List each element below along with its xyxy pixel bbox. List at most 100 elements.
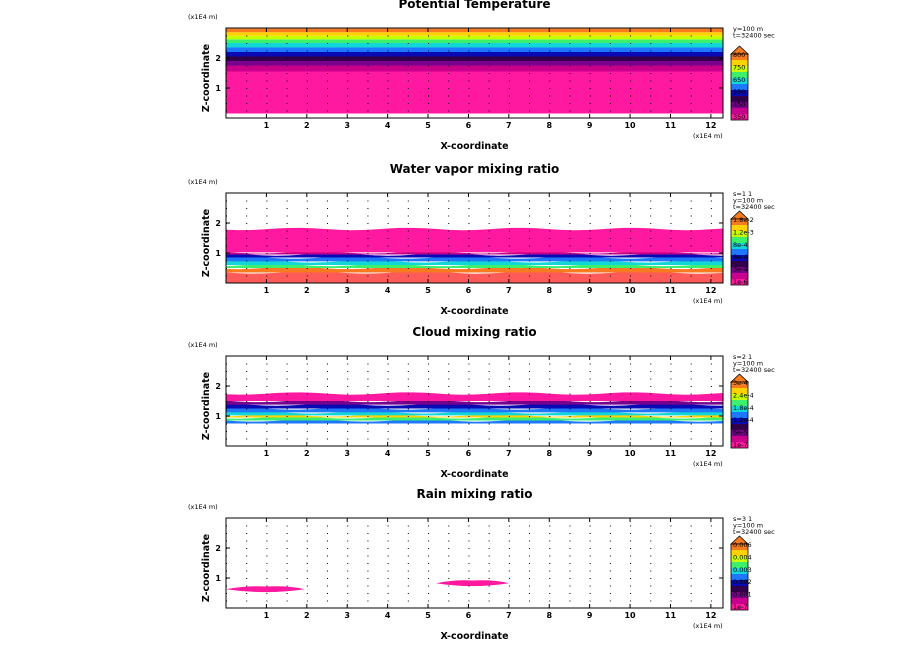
grid-dot [407,35,409,37]
grid-dot [650,238,652,239]
grid-dot [327,260,329,262]
grid-dot [630,65,632,67]
grid-dot [508,103,510,104]
grid-dot [549,260,551,262]
colorbar-swatch [731,550,748,556]
contour-patch [436,580,509,587]
grid-dot [246,578,248,579]
grid-dot [670,585,672,587]
x-tick-label: 3 [344,449,350,458]
grid-dot [347,35,349,37]
grid-dot [589,268,591,269]
grid-dot [266,245,268,247]
grid-dot [367,416,369,417]
grid-dot [690,600,692,602]
grid-dot [448,268,450,269]
grid-dot [266,570,268,572]
grid-dot [327,58,329,59]
grid-dot [306,386,308,387]
grid-dot [327,110,329,112]
x-tick-label: 9 [587,611,593,620]
grid-dot [630,50,632,52]
grid-dot [650,43,652,44]
grid-dot [387,73,389,74]
grid-dot [407,563,409,564]
grid-dot [387,253,389,254]
grid-dot [327,540,329,542]
x-tick-label: 10 [624,611,636,620]
grid-dot [387,533,389,534]
grid-dot [690,43,692,44]
grid-dot [650,393,652,395]
grid-dot [347,525,349,527]
grid-dot [468,386,470,387]
grid-dot [589,43,591,44]
grid-dot [650,73,652,74]
grid-dot [468,223,470,224]
grid-dot [690,245,692,247]
grid-dot [690,563,692,564]
grid-dot [347,423,349,425]
grid-dot [569,103,571,104]
info-text: y=100 m [733,360,763,368]
grid-dot [589,230,591,232]
grid-dot [266,110,268,112]
grid-dot [609,43,611,44]
grid-dot [710,570,712,572]
grid-dot [407,80,409,82]
grid-dot [569,416,571,417]
grid-dot [266,73,268,74]
grid-dot [488,386,490,387]
grid-dot [549,401,551,402]
grid-dot [428,563,430,564]
colorbar-label: 650 [733,76,745,84]
grid-dot [407,533,409,534]
grid-dot [529,43,531,44]
grid-dot [488,408,490,410]
grid-dot [650,65,652,67]
colorbar-swatch [731,406,748,412]
grid-dot [529,533,531,534]
grid-dot [286,555,288,557]
grid-dot [428,600,430,602]
grid-dot [670,43,672,44]
grid-dot [589,600,591,602]
grid-dot [468,371,470,372]
grid-dot [367,238,369,239]
colorbar-swatch [731,556,748,562]
grid-dot [569,533,571,534]
grid-dot [589,570,591,572]
grid-dot [407,416,409,417]
grid-dot [508,438,510,440]
grid-dot [428,386,430,387]
grid-dot [630,563,632,564]
grid-dot [286,215,288,217]
grid-dot [286,600,288,602]
grid-dot [448,80,450,82]
grid-dot [468,88,470,89]
grid-dot [569,223,571,224]
grid-dot [387,268,389,269]
grid-dot [529,73,531,74]
grid-dot [407,593,409,594]
grid-dot [609,548,611,549]
grid-dot [630,438,632,440]
grid-dot [670,423,672,425]
grid-dot [266,548,268,549]
grid-dot [508,555,510,557]
grid-dot [670,533,672,534]
grid-dot [428,401,430,402]
grid-dot [306,88,308,89]
x-tick-label: 11 [665,611,677,620]
colorbar-label: 0.003 [733,566,752,574]
grid-dot [387,275,389,277]
panel-2: Water vapor mixing ratio(x1E4 m)1 2 3 4 5 6 7 8… [188,162,775,317]
grid-dot [630,600,632,602]
grid-dot [306,58,308,59]
grid-dot [428,238,430,239]
grid-dot [367,378,369,380]
grid-dot [347,215,349,217]
grid-dot [367,555,369,557]
grid-dot [306,378,308,380]
grid-dot [650,260,652,262]
